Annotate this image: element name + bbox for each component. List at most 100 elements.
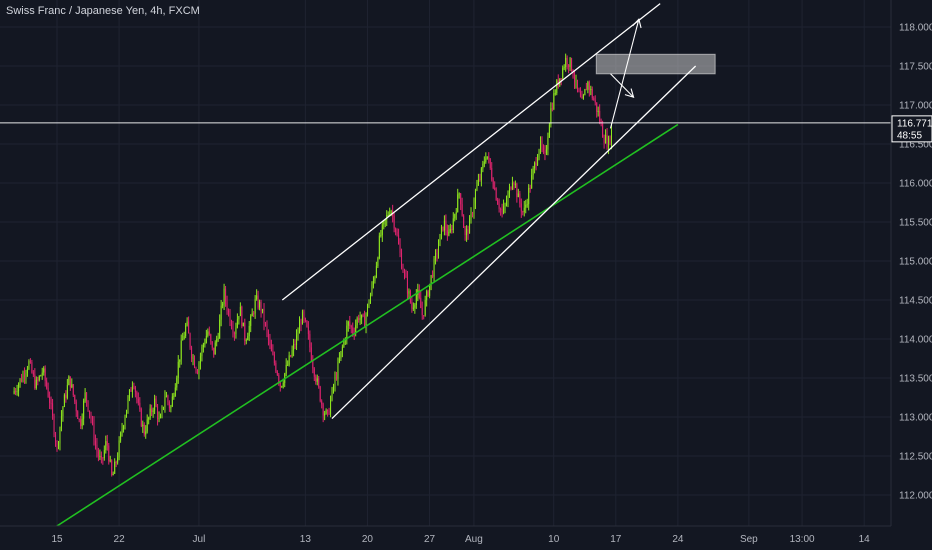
candle-body (384, 219, 386, 221)
candle-body (47, 387, 49, 397)
candle-body (127, 398, 129, 410)
candle-body (513, 182, 515, 185)
candle-body (199, 356, 201, 364)
price-axis-panel (891, 0, 932, 550)
candle-body (398, 235, 400, 245)
candle-body (375, 266, 377, 278)
candle-body (578, 89, 580, 92)
candle-body (482, 163, 484, 169)
candle-body (313, 368, 315, 377)
candle-countdown-label: 48:55 (897, 130, 922, 141)
candle-body (183, 336, 185, 340)
candle-body (257, 295, 259, 308)
candle-body (556, 80, 558, 94)
candle-body (180, 340, 182, 360)
candle-body (486, 156, 488, 159)
candle-body (520, 203, 522, 212)
candle-body (41, 372, 43, 376)
pullback-down-arrow[interactable] (610, 73, 634, 98)
candle-body (81, 418, 83, 427)
candle-body (415, 294, 417, 305)
candle-body (420, 297, 422, 309)
candle-body (149, 408, 151, 418)
candle-body (63, 395, 65, 407)
breakout-up-arrow[interactable] (609, 19, 640, 129)
candle-body (526, 204, 528, 206)
candle-body (109, 460, 111, 462)
candle-body (192, 357, 194, 359)
candle-body (310, 347, 312, 361)
candle-body (300, 323, 302, 325)
candle-body (291, 350, 293, 357)
candle-body (66, 385, 68, 398)
candle-body (220, 305, 222, 320)
candle-body (535, 162, 537, 166)
candle-body (299, 323, 301, 334)
candle-body (327, 409, 329, 411)
candle-body (590, 88, 592, 91)
candle-body (442, 226, 444, 231)
candle-body (71, 384, 73, 388)
channel-upper-line[interactable] (281, 3, 661, 301)
candle-body (497, 200, 499, 205)
candle-body (541, 140, 543, 149)
candle-body (343, 340, 345, 347)
candle-body (405, 272, 407, 278)
candle-body (378, 235, 380, 259)
candle-body (83, 400, 85, 419)
candle-body (214, 342, 216, 355)
resistance-zone[interactable] (595, 53, 716, 75)
candle-body (489, 158, 491, 169)
candle-body (306, 320, 308, 327)
candle-body (120, 432, 122, 441)
candle-body (136, 392, 138, 400)
candle-body (282, 382, 284, 387)
candle-body (443, 220, 445, 231)
candle-body (266, 324, 268, 332)
candle-body (74, 395, 76, 402)
candle-body (483, 162, 485, 164)
candle-body (372, 280, 374, 285)
candle-body (236, 319, 238, 328)
candle-body (516, 184, 518, 198)
candle-body (312, 360, 314, 369)
candle-body (15, 391, 17, 393)
candle-body (38, 376, 40, 380)
candle-body (495, 188, 497, 201)
candle-body (160, 416, 162, 418)
candle-body (35, 379, 37, 389)
candle-body (436, 252, 438, 255)
candle-body (514, 184, 516, 186)
candle-body (293, 343, 295, 351)
candle-body (296, 335, 298, 345)
candle-body (506, 202, 508, 205)
channel-lower-line[interactable] (331, 65, 697, 420)
candle-body (602, 123, 604, 138)
candle-body (479, 179, 481, 181)
candle-body (56, 442, 58, 446)
candle-body (256, 295, 258, 300)
candle-body (84, 392, 86, 401)
support-trendline[interactable] (44, 123, 679, 535)
candle-body (96, 444, 98, 452)
candle-body (157, 406, 159, 420)
candle-body (241, 306, 243, 327)
candle-body (26, 368, 28, 373)
candle-body (186, 321, 188, 326)
candle-body (233, 333, 235, 335)
time-tick-label: 22 (114, 534, 126, 545)
candle-body (134, 387, 136, 393)
candle-body (225, 288, 227, 302)
candle-body (563, 67, 565, 69)
candle-body (108, 445, 110, 462)
candle-body (568, 64, 570, 68)
candle-body (542, 148, 544, 151)
candle-body (19, 378, 21, 385)
candle-body (574, 77, 576, 83)
price-tick-label: 116.500 (899, 140, 932, 151)
candle-body (290, 355, 292, 357)
candle-body (565, 57, 567, 68)
candle-body (446, 230, 448, 236)
